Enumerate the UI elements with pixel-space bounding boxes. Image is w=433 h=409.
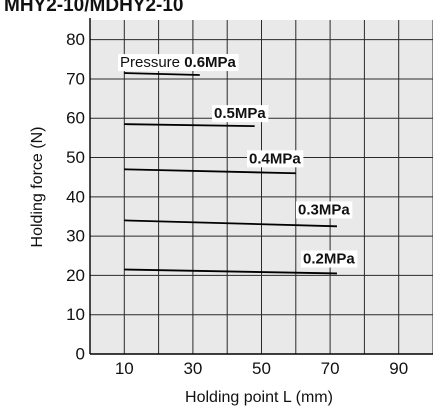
- chart-header: MHY2-10/MDHY2-10: [4, 0, 184, 16]
- y-tick-label: 60: [66, 109, 85, 128]
- series-label-04mpa: 0.4MPa: [249, 150, 301, 167]
- axes: 0 10 20 30 40 50 60 70 80 10 30 50 70 90: [66, 18, 433, 378]
- series-line-02mpa: [124, 268, 337, 275]
- label-layer: Pressure 0.6MPa 0.5MPa 0.4MPa 0.3MPa 0.2MPa: [118, 54, 358, 268]
- series-line-05mpa: [124, 123, 255, 127]
- series-label-06mpa: Pressure 0.6MPa: [120, 54, 237, 71]
- series-label-backdrop: [296, 201, 353, 219]
- y-tick-label: 20: [66, 266, 85, 285]
- series-label-value: 0.4MPa: [249, 150, 301, 167]
- series-line-06mpa: [124, 72, 200, 76]
- series-line-03mpa: [124, 219, 337, 228]
- y-tick-label: 0: [76, 345, 85, 364]
- series-label-value: 0.2MPa: [303, 251, 355, 268]
- y-tick-label: 40: [66, 187, 85, 206]
- y-tick-label: 50: [66, 148, 85, 167]
- y-tick-label: 10: [66, 305, 85, 324]
- series-label-backdrop: [247, 150, 304, 168]
- y-tick-label: 70: [66, 69, 85, 88]
- x-tick-label: 90: [389, 359, 408, 378]
- series-label-backdrop: [212, 105, 269, 123]
- series-label-03mpa: 0.3MPa: [298, 201, 350, 218]
- x-tick-label: 30: [183, 359, 202, 378]
- series-label-value: 0.6MPa: [184, 54, 236, 71]
- series-label-backdrop: [118, 54, 239, 72]
- series-label-value: 0.3MPa: [298, 201, 350, 218]
- x-tick-label: 70: [321, 359, 340, 378]
- series-label-prefix: Pressure: [120, 54, 184, 71]
- y-tick-label: 30: [66, 227, 85, 246]
- series-line-04mpa: [124, 168, 296, 175]
- x-tick-label: 50: [252, 359, 271, 378]
- series-label-05mpa: 0.5MPa: [214, 105, 266, 122]
- series-layer: [124, 72, 337, 275]
- series-label-value: 0.5MPa: [214, 105, 266, 122]
- series-label-02mpa: 0.2MPa: [303, 251, 355, 268]
- x-axis-title: Holding point L (mm): [185, 389, 333, 406]
- y-axis-title: Holding force (N): [29, 127, 46, 248]
- series-label-backdrop: [301, 250, 358, 268]
- x-tick-label: 10: [115, 359, 134, 378]
- y-tick-label: 80: [66, 30, 85, 49]
